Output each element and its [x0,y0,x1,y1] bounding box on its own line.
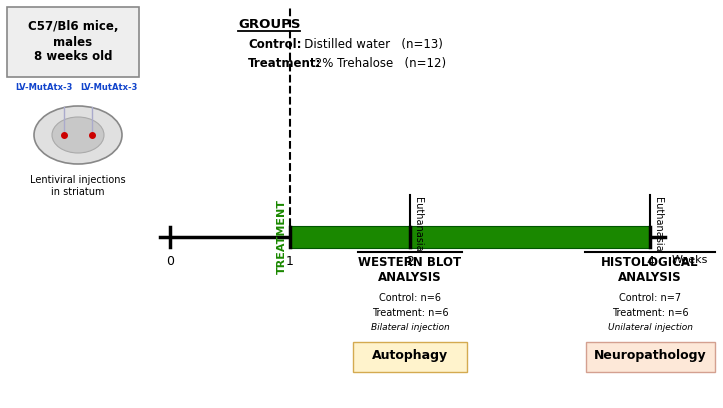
Text: Treatment:: Treatment: [248,57,322,70]
FancyBboxPatch shape [7,7,139,77]
Text: C57/Bl6 mice,
males
8 weeks old: C57/Bl6 mice, males 8 weeks old [27,20,119,64]
Text: Autophagy: Autophagy [372,350,448,362]
Text: 4: 4 [646,255,654,268]
Text: Neuropathology: Neuropathology [594,350,706,362]
Text: Lentiviral injections
in striatum: Lentiviral injections in striatum [30,175,126,197]
Text: Weeks: Weeks [672,255,709,265]
Text: WESTERN BLOT
ANALYSIS: WESTERN BLOT ANALYSIS [359,256,461,284]
Text: Euthanasia: Euthanasia [653,197,663,252]
Text: 2: 2 [406,255,414,268]
Text: Control: n=6: Control: n=6 [379,293,441,303]
Text: LV-MutAtx-3: LV-MutAtx-3 [80,83,137,92]
Text: GROUPS: GROUPS [238,18,301,31]
Bar [290,226,650,248]
Text: Control: n=7: Control: n=7 [619,293,681,303]
Text: 1: 1 [286,255,294,268]
Ellipse shape [52,117,104,153]
FancyBboxPatch shape [586,342,714,372]
Text: Distilled water   (n=13): Distilled water (n=13) [293,38,443,51]
Text: HISTOLOGICAL
ANALYSIS: HISTOLOGICAL ANALYSIS [602,256,698,284]
Text: 0: 0 [166,255,174,268]
Text: Unilateral injection: Unilateral injection [607,323,693,332]
Text: Treatment: n=6: Treatment: n=6 [372,308,448,318]
Ellipse shape [34,106,122,164]
Text: Bilateral injection: Bilateral injection [371,323,450,332]
Text: TREATMENT: TREATMENT [277,200,287,275]
Text: Euthanasia: Euthanasia [413,197,423,252]
Text: Control:: Control: [248,38,301,51]
Text: Treatment: n=6: Treatment: n=6 [612,308,688,318]
Text: LV-MutAtx-3: LV-MutAtx-3 [15,83,72,92]
Text: 2% Trehalose   (n=12): 2% Trehalose (n=12) [311,57,446,70]
FancyBboxPatch shape [353,342,467,372]
